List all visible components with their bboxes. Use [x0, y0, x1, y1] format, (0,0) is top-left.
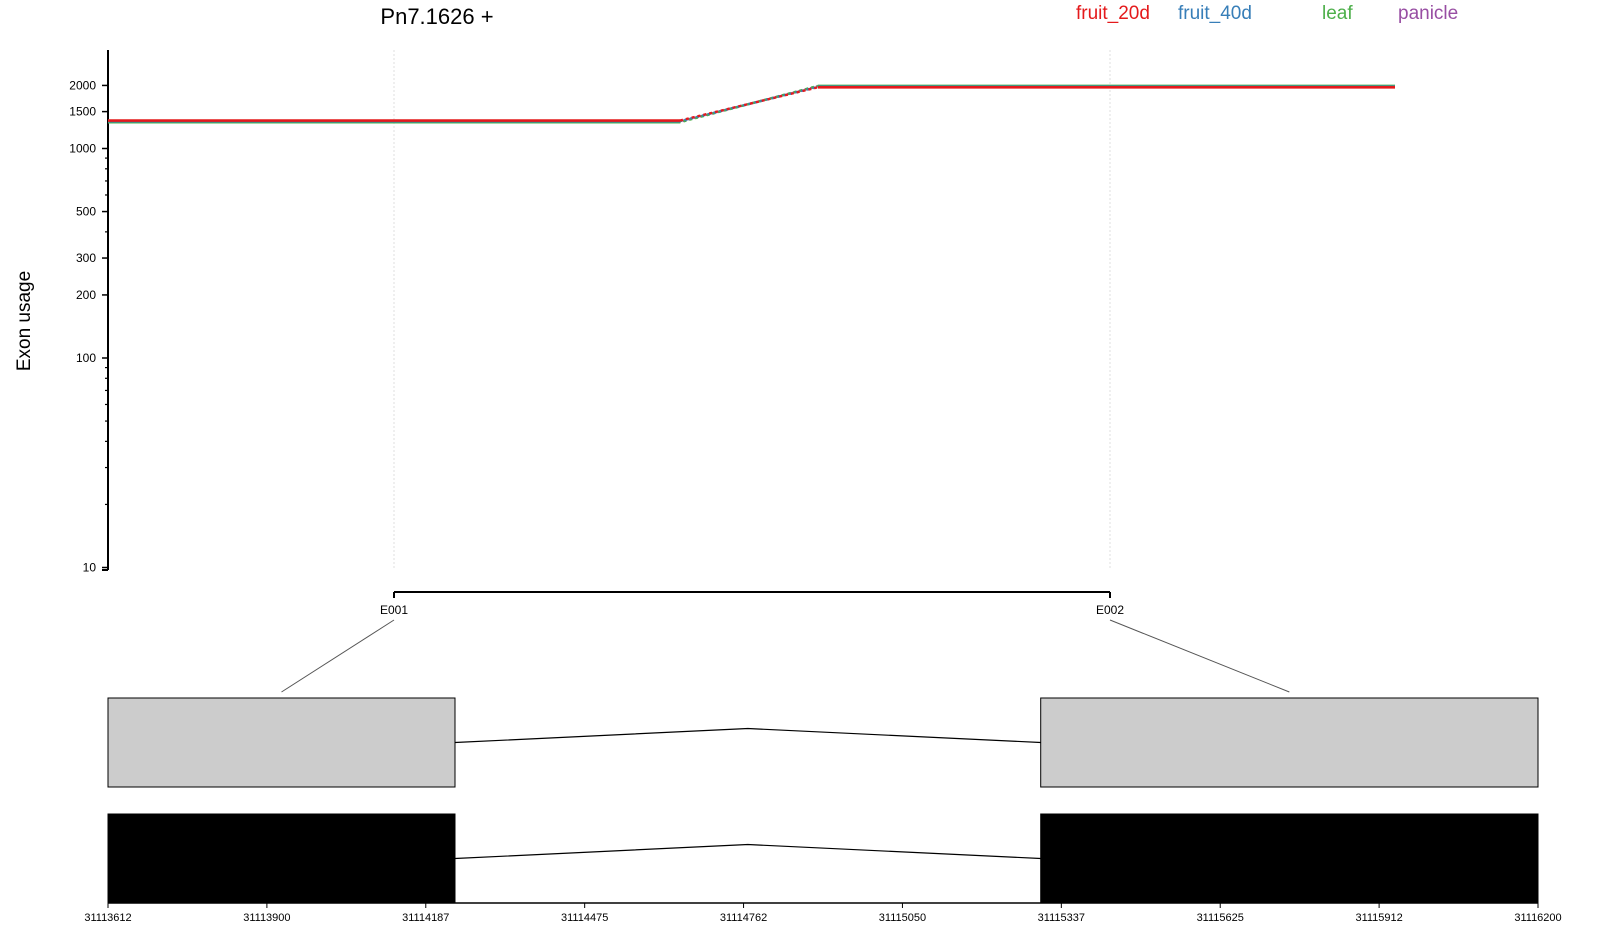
- exon-box: [1040, 813, 1539, 904]
- legend-item: fruit_20d: [1076, 3, 1150, 24]
- y-tick-label: 300: [76, 251, 96, 265]
- chart-title: Pn7.1626 +: [380, 4, 493, 29]
- exon-box: [1040, 697, 1539, 788]
- y-tick-label: 100: [76, 351, 96, 365]
- intron-line: [454, 843, 1041, 860]
- exon-box: [107, 813, 456, 904]
- exon-connectors: [281, 619, 1290, 693]
- coord-label: 31113612: [84, 912, 131, 924]
- coord-label: 31114187: [402, 912, 449, 924]
- coord-label: 31114475: [561, 912, 608, 924]
- y-tick-label: 200: [76, 288, 96, 302]
- y-tick-label: 10: [83, 561, 97, 575]
- y-tick-label: 1500: [69, 105, 96, 119]
- grid-lines: [393, 50, 1111, 568]
- y-axis: 10 100 200 300 500 1000 1500 2000: [69, 50, 109, 575]
- exon-connector: [281, 619, 395, 693]
- y-tick-label: 1000: [69, 142, 96, 156]
- genomic-coordinate-axis: 31113612 31113900 31114187 31114475 31114762…: [84, 902, 1562, 924]
- intron-line: [454, 727, 1041, 744]
- coord-label: 31113900: [243, 912, 290, 924]
- coord-label: 31115912: [1355, 912, 1402, 924]
- exon-axis: E001 E002: [380, 591, 1124, 617]
- exon-connector: [1109, 619, 1290, 693]
- exon-label: E002: [1096, 603, 1124, 617]
- exon-box: [107, 697, 456, 788]
- gene-model-transcript: [107, 813, 1539, 904]
- legend-item: fruit_40d: [1178, 3, 1252, 24]
- coord-label: 31115050: [879, 912, 926, 924]
- gene-model-collapsed: [107, 697, 1539, 788]
- y-tick-label: 500: [76, 205, 96, 219]
- legend: fruit_20d fruit_40d leaf panicle: [1076, 3, 1458, 24]
- exon-label: E001: [380, 603, 408, 617]
- coord-label: 31115625: [1197, 912, 1244, 924]
- y-tick-label: 2000: [69, 78, 96, 92]
- legend-item: panicle: [1398, 3, 1458, 24]
- series-lines: [108, 84, 1395, 124]
- coord-label: 31114762: [720, 912, 767, 924]
- series-line-connector: [679, 85, 819, 123]
- y-axis-label: Exon usage: [14, 271, 35, 371]
- coord-label: 31116200: [1514, 912, 1561, 924]
- legend-item: leaf: [1322, 3, 1353, 24]
- coord-label: 31115337: [1038, 912, 1085, 924]
